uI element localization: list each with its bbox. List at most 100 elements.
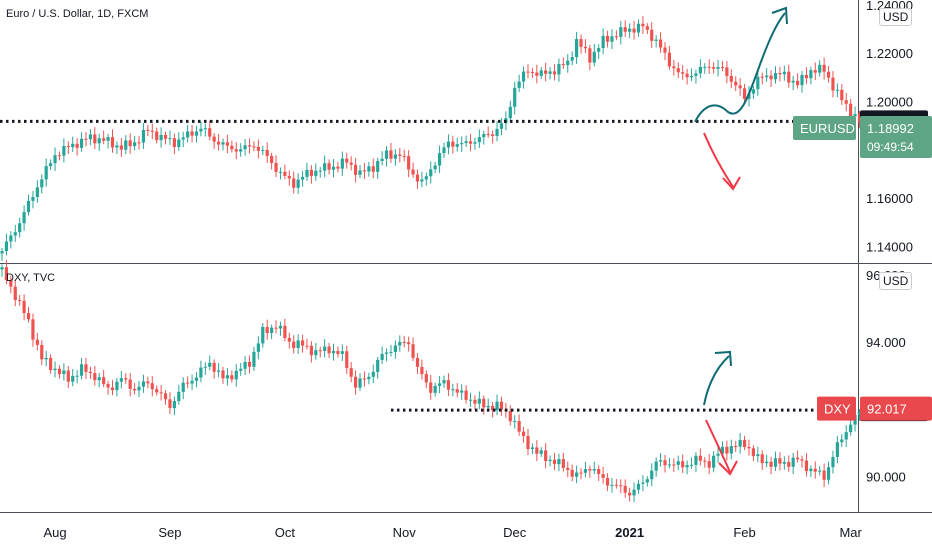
- candle-body: [349, 162, 353, 165]
- candle-body: [628, 492, 632, 496]
- candle-body: [831, 456, 835, 468]
- candle-body: [362, 378, 367, 380]
- candle-body: [826, 71, 831, 78]
- candle-body: [309, 169, 313, 176]
- candle-body: [53, 368, 57, 371]
- candle-body: [654, 39, 658, 41]
- candle-body: [79, 364, 84, 376]
- candle-body: [327, 346, 331, 354]
- candle-body: [446, 141, 451, 148]
- candle-body: [433, 165, 437, 170]
- candle-body: [548, 459, 552, 462]
- candle-body: [124, 378, 128, 380]
- candle-body: [163, 134, 168, 139]
- candle-body: [570, 469, 574, 477]
- candle-body: [270, 327, 274, 333]
- candle-body: [384, 150, 389, 159]
- candle-body: [751, 89, 755, 94]
- candle-body: [66, 145, 70, 148]
- candle-body: [292, 178, 296, 188]
- candle-body: [221, 370, 225, 379]
- candle-body: [53, 155, 57, 164]
- candle-body: [592, 469, 596, 471]
- candle-body: [44, 166, 48, 180]
- candle-body: [588, 48, 592, 63]
- candle-body: [283, 171, 287, 176]
- candle-body: [177, 139, 181, 147]
- candle-body: [181, 137, 185, 140]
- candle-body: [844, 100, 848, 104]
- candle-body: [747, 446, 751, 449]
- candle-body: [663, 47, 667, 53]
- candle-body: [376, 161, 380, 172]
- pane1-title: Euro / U.S. Dollar, 1D, FXCM: [6, 8, 149, 20]
- candle-body: [331, 350, 336, 354]
- candle-body: [835, 442, 839, 457]
- candle-body: [323, 163, 327, 171]
- pane1-currency-button[interactable]: USD: [879, 8, 913, 26]
- candle-body: [583, 46, 588, 49]
- candle-body: [296, 340, 300, 348]
- candle-body: [168, 399, 172, 409]
- candle-body: [698, 66, 702, 74]
- candle-body: [703, 460, 707, 462]
- candle-body: [243, 361, 247, 369]
- candle-body: [508, 106, 512, 119]
- candle-body: [278, 325, 283, 329]
- candle-body: [712, 67, 716, 69]
- candle-body: [256, 343, 260, 352]
- candle-body: [579, 39, 583, 47]
- candle-body: [809, 468, 813, 472]
- candle-body: [159, 392, 163, 394]
- candle-body: [756, 76, 760, 90]
- x-tick-label: Aug: [43, 525, 66, 540]
- forecast-down-arrow: [703, 132, 734, 188]
- candle-body: [645, 26, 649, 30]
- candle-body: [667, 464, 672, 466]
- candle-body: [738, 85, 742, 89]
- candle-body: [676, 461, 680, 465]
- candle-body: [362, 170, 367, 172]
- candle-body: [128, 140, 132, 147]
- symbol-badge-label: DXY: [824, 402, 851, 417]
- candle-body: [486, 405, 490, 408]
- forecast-up-arrowhead: [714, 350, 732, 367]
- candle-body: [566, 60, 570, 66]
- candle-body: [654, 461, 658, 471]
- pane2-currency-button[interactable]: USD: [879, 272, 913, 290]
- candle-body: [517, 421, 521, 432]
- candle-body: [199, 367, 203, 378]
- candle-body: [787, 462, 791, 467]
- candle-body: [97, 138, 101, 144]
- candle-body: [552, 459, 557, 465]
- candle-body: [49, 163, 53, 167]
- candle-body: [402, 155, 406, 157]
- candle-body: [323, 346, 327, 351]
- candle-body: [570, 57, 574, 61]
- candle-body: [314, 170, 318, 176]
- x-tick-label: Oct: [275, 525, 296, 540]
- candle-body: [212, 362, 216, 372]
- candle-body: [234, 149, 238, 152]
- candle-body: [415, 174, 420, 182]
- candle-body: [106, 137, 110, 141]
- y-tick-label: 1.22000: [866, 46, 913, 61]
- candle-body: [110, 387, 115, 391]
- candle-body: [380, 353, 384, 360]
- candle-body: [13, 286, 17, 301]
- candle-body: [208, 128, 212, 137]
- price-badge: [860, 396, 932, 421]
- candle-body: [155, 131, 159, 141]
- candle-body: [159, 134, 163, 141]
- candle-body: [371, 371, 375, 377]
- candle-body: [782, 462, 786, 464]
- candle-body: [849, 424, 853, 433]
- symbol-badge: [817, 396, 856, 421]
- candle-body: [239, 368, 243, 371]
- candle-body: [451, 141, 455, 147]
- candle-body: [491, 134, 495, 136]
- candle-body: [610, 484, 614, 486]
- candle-body: [751, 448, 755, 457]
- candle-body: [296, 179, 300, 188]
- candle-body: [442, 380, 446, 384]
